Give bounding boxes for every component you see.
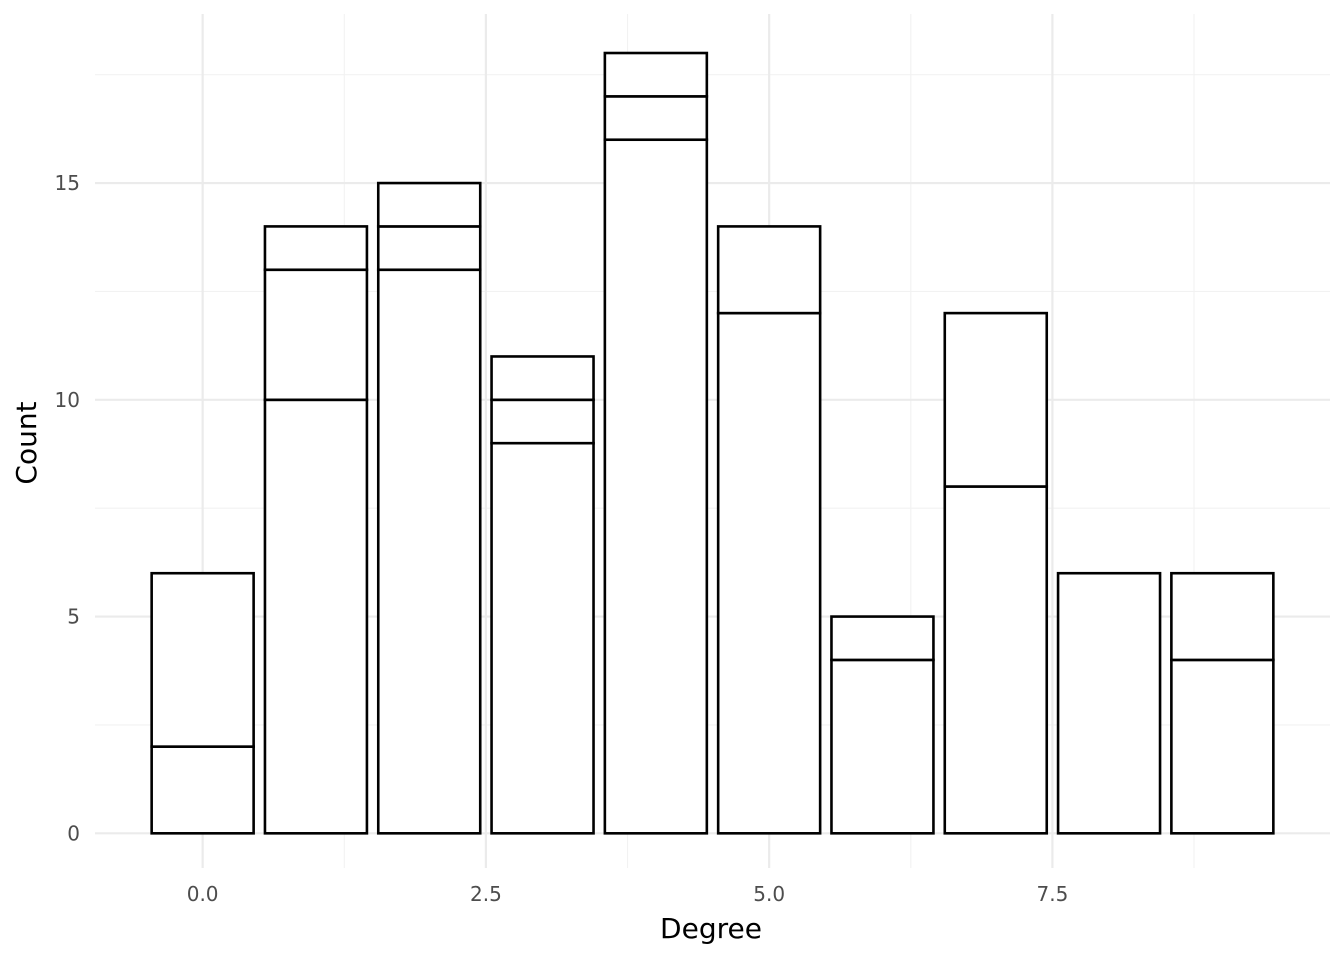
bar-segment <box>490 398 595 445</box>
bar-x-1 <box>263 225 369 835</box>
bar-segment <box>716 225 822 315</box>
bar-segment <box>943 485 1049 835</box>
bar-x-6 <box>830 615 935 835</box>
bar-x-5 <box>716 225 822 835</box>
y-tick-label: 5 <box>67 605 80 629</box>
y-tick-label: 15 <box>55 171 80 195</box>
bar-segment <box>1056 571 1162 835</box>
bar-segment <box>490 355 595 402</box>
bar-segment <box>263 398 369 835</box>
bar-segment <box>716 311 822 835</box>
bar-segment <box>830 615 935 662</box>
bar-segment <box>263 225 369 272</box>
x-tick-label: 0.0 <box>187 882 219 906</box>
x-axis-title: Degree <box>660 912 762 945</box>
y-tick-labels: 0 5 10 15 <box>55 171 80 845</box>
y-tick-label: 10 <box>55 388 80 412</box>
bar-segment <box>150 745 255 835</box>
bar-segment <box>830 658 935 835</box>
bar-segment <box>376 268 482 835</box>
bar-x-4 <box>603 51 709 835</box>
bar-x-7 <box>943 311 1049 835</box>
bar-x-9 <box>1170 571 1275 835</box>
bar-segment <box>603 138 709 835</box>
y-tick-label: 0 <box>67 821 80 845</box>
bars <box>150 51 1275 835</box>
bar-segment <box>603 51 709 98</box>
bar-segment <box>1170 658 1275 835</box>
bar-segment <box>376 181 482 228</box>
x-tick-label: 5.0 <box>753 882 785 906</box>
bar-segment <box>150 571 255 748</box>
bar-segment <box>490 441 595 835</box>
x-tick-label: 7.5 <box>1037 882 1069 906</box>
bar-segment <box>263 268 369 402</box>
x-tick-label: 2.5 <box>470 882 502 906</box>
bar-segment <box>943 311 1049 488</box>
bar-segment <box>376 225 482 272</box>
bar-x-2 <box>376 181 482 835</box>
bar-x-8 <box>1056 571 1162 835</box>
bar-x-0 <box>150 571 255 835</box>
bar-segment <box>603 95 709 142</box>
x-tick-labels: 0.0 2.5 5.0 7.5 <box>187 882 1069 906</box>
bar-segment <box>1170 571 1275 662</box>
y-axis-title: Count <box>10 401 43 484</box>
bar-x-3 <box>490 355 595 835</box>
